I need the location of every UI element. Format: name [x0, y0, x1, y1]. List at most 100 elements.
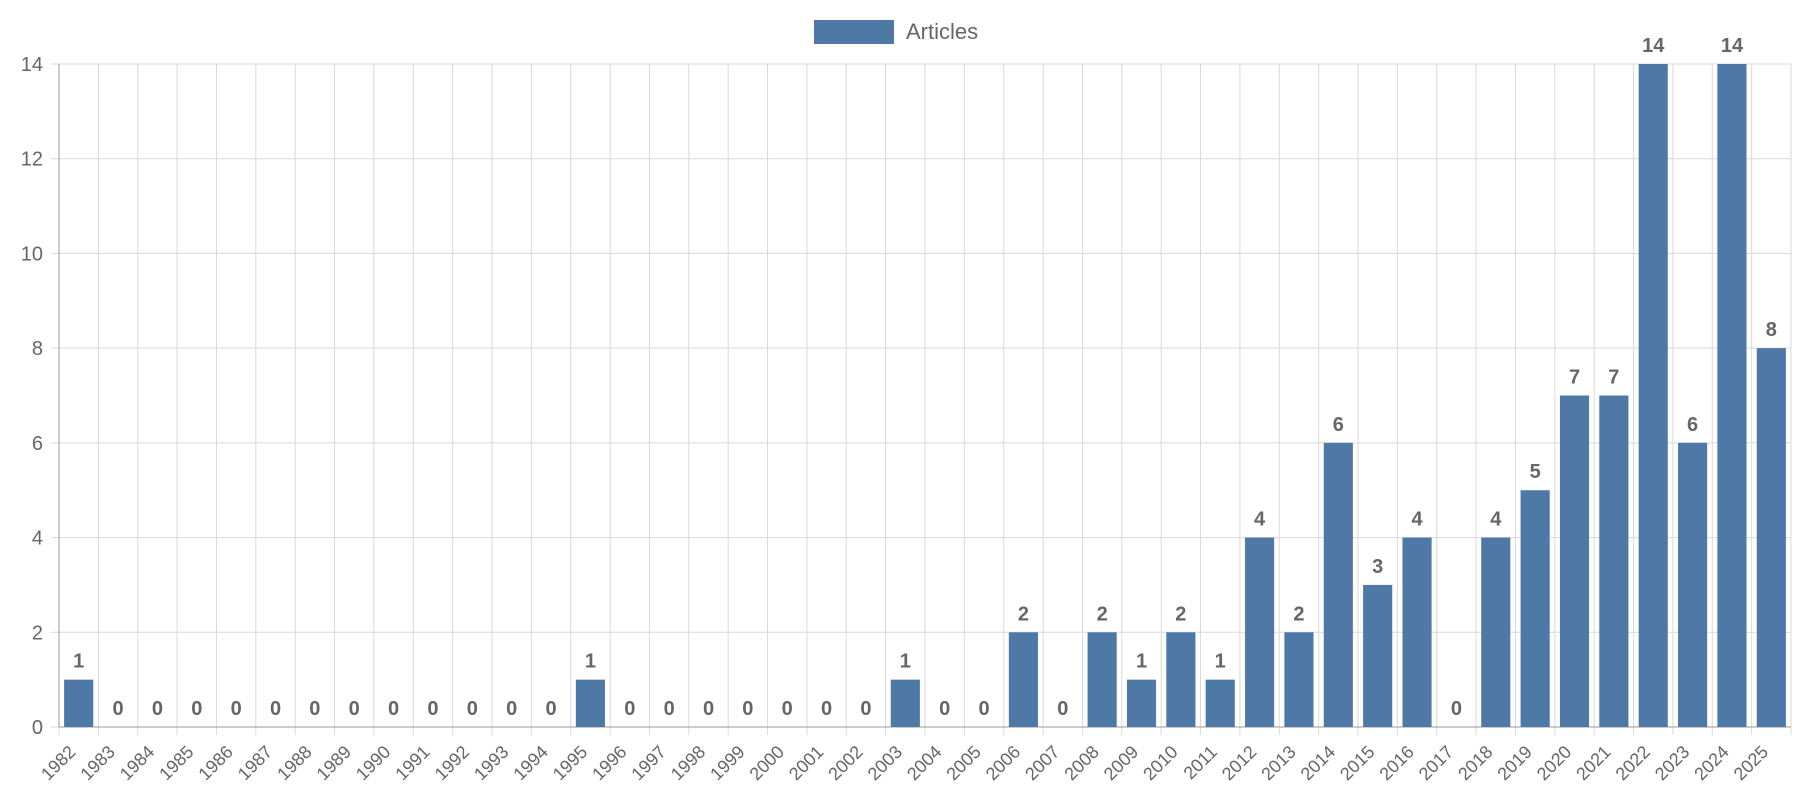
x-tick-label: 1983 — [76, 742, 118, 784]
bar — [1166, 632, 1196, 727]
legend-label-articles: Articles — [906, 19, 978, 44]
x-tick-label: 2018 — [1454, 742, 1496, 784]
data-label: 0 — [349, 698, 360, 720]
x-tick-label: 2010 — [1139, 742, 1181, 784]
x-tick-label: 2000 — [746, 742, 788, 784]
bar — [1363, 584, 1393, 727]
data-label: 2 — [1097, 603, 1108, 625]
data-label: 7 — [1569, 367, 1580, 389]
x-tick-label: 2024 — [1690, 742, 1732, 784]
bar — [1481, 537, 1511, 727]
bar — [64, 679, 94, 727]
x-tick-label: 1984 — [116, 742, 158, 784]
x-tick-label: 2006 — [982, 742, 1024, 784]
x-tick-label: 2016 — [1375, 742, 1417, 784]
data-label: 14 — [1642, 35, 1665, 57]
data-label: 0 — [152, 698, 163, 720]
x-tick-label: 2001 — [785, 742, 827, 784]
data-label: 0 — [742, 698, 753, 720]
data-label: 0 — [112, 698, 123, 720]
x-tick-label: 2014 — [1297, 742, 1339, 784]
bar — [1638, 64, 1668, 727]
data-label: 0 — [506, 698, 517, 720]
bar — [1008, 632, 1038, 727]
bar — [1559, 395, 1590, 727]
data-label: 0 — [939, 698, 950, 720]
data-label: 0 — [978, 698, 989, 720]
x-tick-label: 1982 — [37, 742, 79, 784]
y-tick-label: 14 — [21, 54, 43, 76]
y-tick-label: 10 — [21, 243, 43, 265]
x-tick-label: 1987 — [234, 742, 276, 784]
data-label: 4 — [1490, 509, 1502, 531]
data-label: 2 — [1175, 603, 1186, 625]
x-axis-ticks: 1982198319841985198619871988198919901991… — [37, 742, 1772, 784]
bar — [1245, 537, 1275, 727]
data-label: 0 — [1057, 698, 1068, 720]
data-label: 6 — [1333, 414, 1344, 436]
data-label: 1 — [1215, 651, 1226, 673]
grid — [51, 63, 1792, 735]
x-tick-label: 2011 — [1180, 742, 1222, 784]
bar — [1402, 537, 1432, 727]
x-tick-label: 1986 — [195, 742, 237, 784]
bar — [1756, 348, 1786, 727]
bar — [1678, 442, 1708, 727]
legend-swatch-articles — [814, 20, 894, 44]
data-label: 0 — [270, 698, 281, 720]
bar — [575, 679, 605, 727]
data-label: 2 — [1018, 603, 1029, 625]
data-label: 4 — [1411, 509, 1423, 531]
x-tick-label: 2003 — [864, 742, 906, 784]
bars — [64, 64, 1786, 727]
data-label: 0 — [624, 698, 635, 720]
x-tick-label: 1995 — [549, 742, 591, 784]
data-label: 0 — [1451, 698, 1462, 720]
bar — [890, 679, 920, 727]
x-tick-label: 1996 — [588, 742, 630, 784]
data-label: 4 — [1254, 509, 1266, 531]
x-tick-label: 2025 — [1730, 742, 1772, 784]
data-label: 1 — [73, 651, 84, 673]
x-tick-label: 2023 — [1651, 742, 1693, 784]
x-tick-label: 2017 — [1415, 742, 1457, 784]
x-tick-label: 1990 — [352, 742, 394, 784]
x-tick-label: 1988 — [273, 742, 315, 784]
x-tick-label: 2019 — [1494, 742, 1536, 784]
data-label: 1 — [585, 651, 596, 673]
bar — [1599, 395, 1629, 727]
x-tick-label: 2004 — [903, 742, 945, 784]
data-label: 3 — [1372, 556, 1383, 578]
data-label: 0 — [545, 698, 556, 720]
data-label: 0 — [388, 698, 399, 720]
bar — [1126, 679, 1157, 727]
data-label: 0 — [191, 698, 202, 720]
data-label: 1 — [1136, 651, 1147, 673]
x-tick-label: 1994 — [509, 742, 551, 784]
data-label: 0 — [821, 698, 832, 720]
x-tick-label: 2012 — [1218, 742, 1260, 784]
data-label: 0 — [703, 698, 714, 720]
legend: Articles — [814, 19, 978, 44]
x-tick-label: 2020 — [1533, 742, 1575, 784]
data-label: 7 — [1608, 367, 1619, 389]
y-tick-label: 8 — [32, 338, 43, 360]
x-tick-label: 1991 — [391, 742, 433, 784]
data-label: 2 — [1293, 603, 1304, 625]
x-tick-label: 2021 — [1572, 742, 1614, 784]
x-tick-label: 2008 — [1061, 742, 1103, 784]
data-label: 0 — [231, 698, 242, 720]
data-label: 0 — [664, 698, 675, 720]
bar — [1323, 442, 1353, 727]
data-label: 0 — [309, 698, 320, 720]
x-tick-label: 1999 — [706, 742, 748, 784]
x-tick-label: 1985 — [155, 742, 197, 784]
x-tick-label: 2013 — [1257, 742, 1299, 784]
bar — [1087, 632, 1117, 727]
bar — [1520, 490, 1550, 727]
bar — [1284, 632, 1314, 727]
x-tick-label: 1992 — [431, 742, 473, 784]
x-tick-label: 2009 — [1100, 742, 1142, 784]
